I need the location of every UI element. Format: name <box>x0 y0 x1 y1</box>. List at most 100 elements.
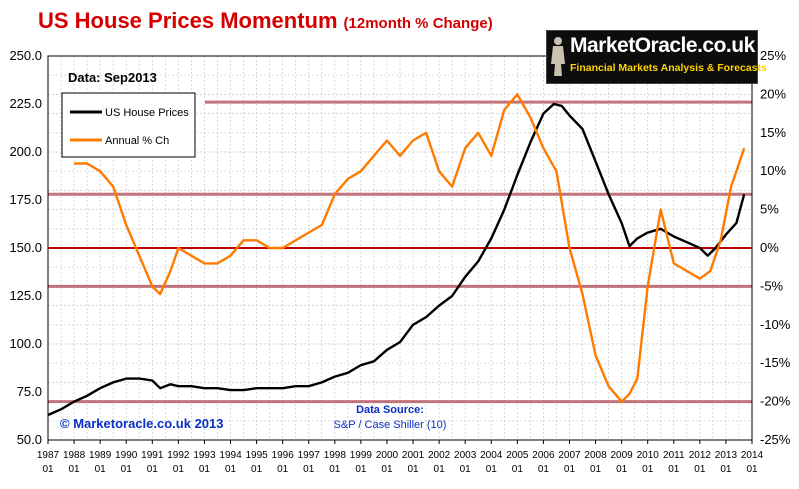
x-tick-label-month: 01 <box>95 464 107 475</box>
x-tick-label-month: 01 <box>486 464 498 475</box>
data-date-label: Data: Sep2013 <box>68 70 157 85</box>
legend-label-annual-change: Annual % Ch <box>105 135 169 147</box>
x-tick-label-year: 1987 <box>37 450 60 461</box>
plot-border <box>47 55 753 441</box>
data-source-label: Data Source: <box>356 404 424 416</box>
x-tick-label-year: 2011 <box>663 450 685 461</box>
x-tick-label-month: 01 <box>121 464 133 475</box>
oracle-figure-icon <box>551 37 565 76</box>
y-tick-label: 50.0 <box>17 432 42 447</box>
x-tick-label-month: 01 <box>694 464 706 475</box>
x-tick-label-month: 01 <box>434 464 446 475</box>
x-tick-label-year: 1996 <box>272 450 295 461</box>
series-lines <box>47 93 746 417</box>
x-tick-label-year: 2014 <box>741 450 764 461</box>
x-tick-label-year: 2001 <box>402 450 425 461</box>
x-tick-label-month: 01 <box>564 464 576 475</box>
x-tick-label-month: 01 <box>355 464 367 475</box>
horizontal-reference-lines <box>48 100 752 404</box>
x-tick-label-year: 2010 <box>637 450 660 461</box>
house-prices-line <box>47 102 746 417</box>
x-tick-label-year: 1992 <box>167 450 190 461</box>
x-tick-label-year: 1990 <box>115 450 138 461</box>
y-tick-label: 75.0 <box>17 384 42 399</box>
y2-tick-label: 20% <box>760 86 786 101</box>
x-tick-label-month: 01 <box>303 464 315 475</box>
title-main: US House Prices Momentum <box>38 8 338 33</box>
x-tick-label-month: 01 <box>590 464 602 475</box>
x-tick-label-month: 01 <box>277 464 289 475</box>
x-tick-label-year: 2008 <box>584 450 607 461</box>
annual-change-line <box>74 93 746 403</box>
x-tick-label-year: 2004 <box>480 450 503 461</box>
x-tick-label-year: 1994 <box>219 450 242 461</box>
logo-background <box>546 30 758 84</box>
y2-tick-label: -5% <box>760 278 784 293</box>
x-tick-label-year: 2013 <box>715 450 738 461</box>
y2-tick-label: 25% <box>760 48 786 63</box>
x-tick-label-year: 1999 <box>350 450 373 461</box>
y2-tick-label: 0% <box>760 240 779 255</box>
x-tick-label-year: 2005 <box>506 450 529 461</box>
legend-box <box>61 92 196 158</box>
y2-tick-label: 10% <box>760 163 786 178</box>
x-tick-label-month: 01 <box>407 464 419 475</box>
x-tick-label-month: 01 <box>616 464 628 475</box>
y-axis-right-labels: -25% -20% -15% -10% -5% 0% 5% 10% 15% 20% 25% <box>760 48 791 447</box>
x-tick-label-year: 1995 <box>245 450 268 461</box>
y-axis-left-labels: 50.0 75.0 100.0 125.0 150.0 175.0 200.0 225.0 25… <box>9 48 42 447</box>
legend-label-house-prices: US House Prices <box>105 107 189 119</box>
x-tick-label-year: 2012 <box>689 450 712 461</box>
x-tick-label-year: 1991 <box>141 450 164 461</box>
x-tick-label-year: 1997 <box>298 450 321 461</box>
annotations: Data: Sep2013 © Marketoracle.co.uk 2013 Da… <box>60 70 446 431</box>
x-tick-label-month: 01 <box>42 464 54 475</box>
x-tick-label-month: 01 <box>173 464 185 475</box>
x-tick-label-month: 01 <box>147 464 159 475</box>
y-tick-label: 100.0 <box>9 336 42 351</box>
y2-tick-label: -10% <box>760 317 791 332</box>
x-tick-label-month: 01 <box>720 464 732 475</box>
x-tick-label-month: 01 <box>642 464 654 475</box>
x-tick-label-month: 01 <box>460 464 472 475</box>
logo-name[interactable]: MarketOracle.co.uk <box>570 34 755 57</box>
y-tick-label: 250.0 <box>9 48 42 63</box>
x-axis-labels: 1987 01 1988 01 1989 01 1990 01 1991 01 1992 01 1993… <box>37 440 764 475</box>
x-tick-label-year: 1989 <box>89 450 112 461</box>
y2-tick-label: -20% <box>760 394 791 409</box>
y-tick-label: 175.0 <box>9 192 42 207</box>
x-tick-label-month: 01 <box>668 464 680 475</box>
x-tick-label-month: 01 <box>225 464 237 475</box>
y2-tick-label: 5% <box>760 202 779 217</box>
x-tick-label-month: 01 <box>329 464 341 475</box>
x-tick-label-year: 2003 <box>454 450 477 461</box>
y2-tick-label: -15% <box>760 355 791 370</box>
x-tick-label-month: 01 <box>381 464 393 475</box>
title-subtitle: (12month % Change) <box>343 15 493 32</box>
x-tick-label-month: 01 <box>69 464 81 475</box>
plot-area-border <box>47 55 753 441</box>
x-tick-label-month: 01 <box>251 464 263 475</box>
y-tick-label: 150.0 <box>9 240 42 255</box>
y-tick-label: 125.0 <box>9 288 42 303</box>
x-tick-label-year: 2007 <box>558 450 581 461</box>
y2-tick-label: -25% <box>760 432 791 447</box>
data-source-value: S&P / Case Shiller (10) <box>334 419 447 431</box>
x-tick-label-year: 2002 <box>428 450 451 461</box>
y-tick-label: 200.0 <box>9 144 42 159</box>
x-tick-label-year: 1988 <box>63 450 86 461</box>
y-tick-label: 225.0 <box>9 96 42 111</box>
copyright-label: © Marketoracle.co.uk 2013 <box>60 416 224 431</box>
x-tick-label-year: 2006 <box>532 450 555 461</box>
x-tick-label-year: 2009 <box>611 450 634 461</box>
legend: US House Prices Annual % Ch <box>61 92 196 158</box>
x-tick-label-month: 01 <box>746 464 758 475</box>
chart-title: US House Prices Momentum (12month % Chang… <box>38 8 493 34</box>
x-tick-label-month: 01 <box>538 464 550 475</box>
y2-tick-label: 15% <box>760 125 786 140</box>
x-tick-label-month: 01 <box>512 464 524 475</box>
x-tick-label-year: 1993 <box>193 450 216 461</box>
x-tick-label-year: 1998 <box>324 450 347 461</box>
x-tick-label-year: 2000 <box>376 450 399 461</box>
